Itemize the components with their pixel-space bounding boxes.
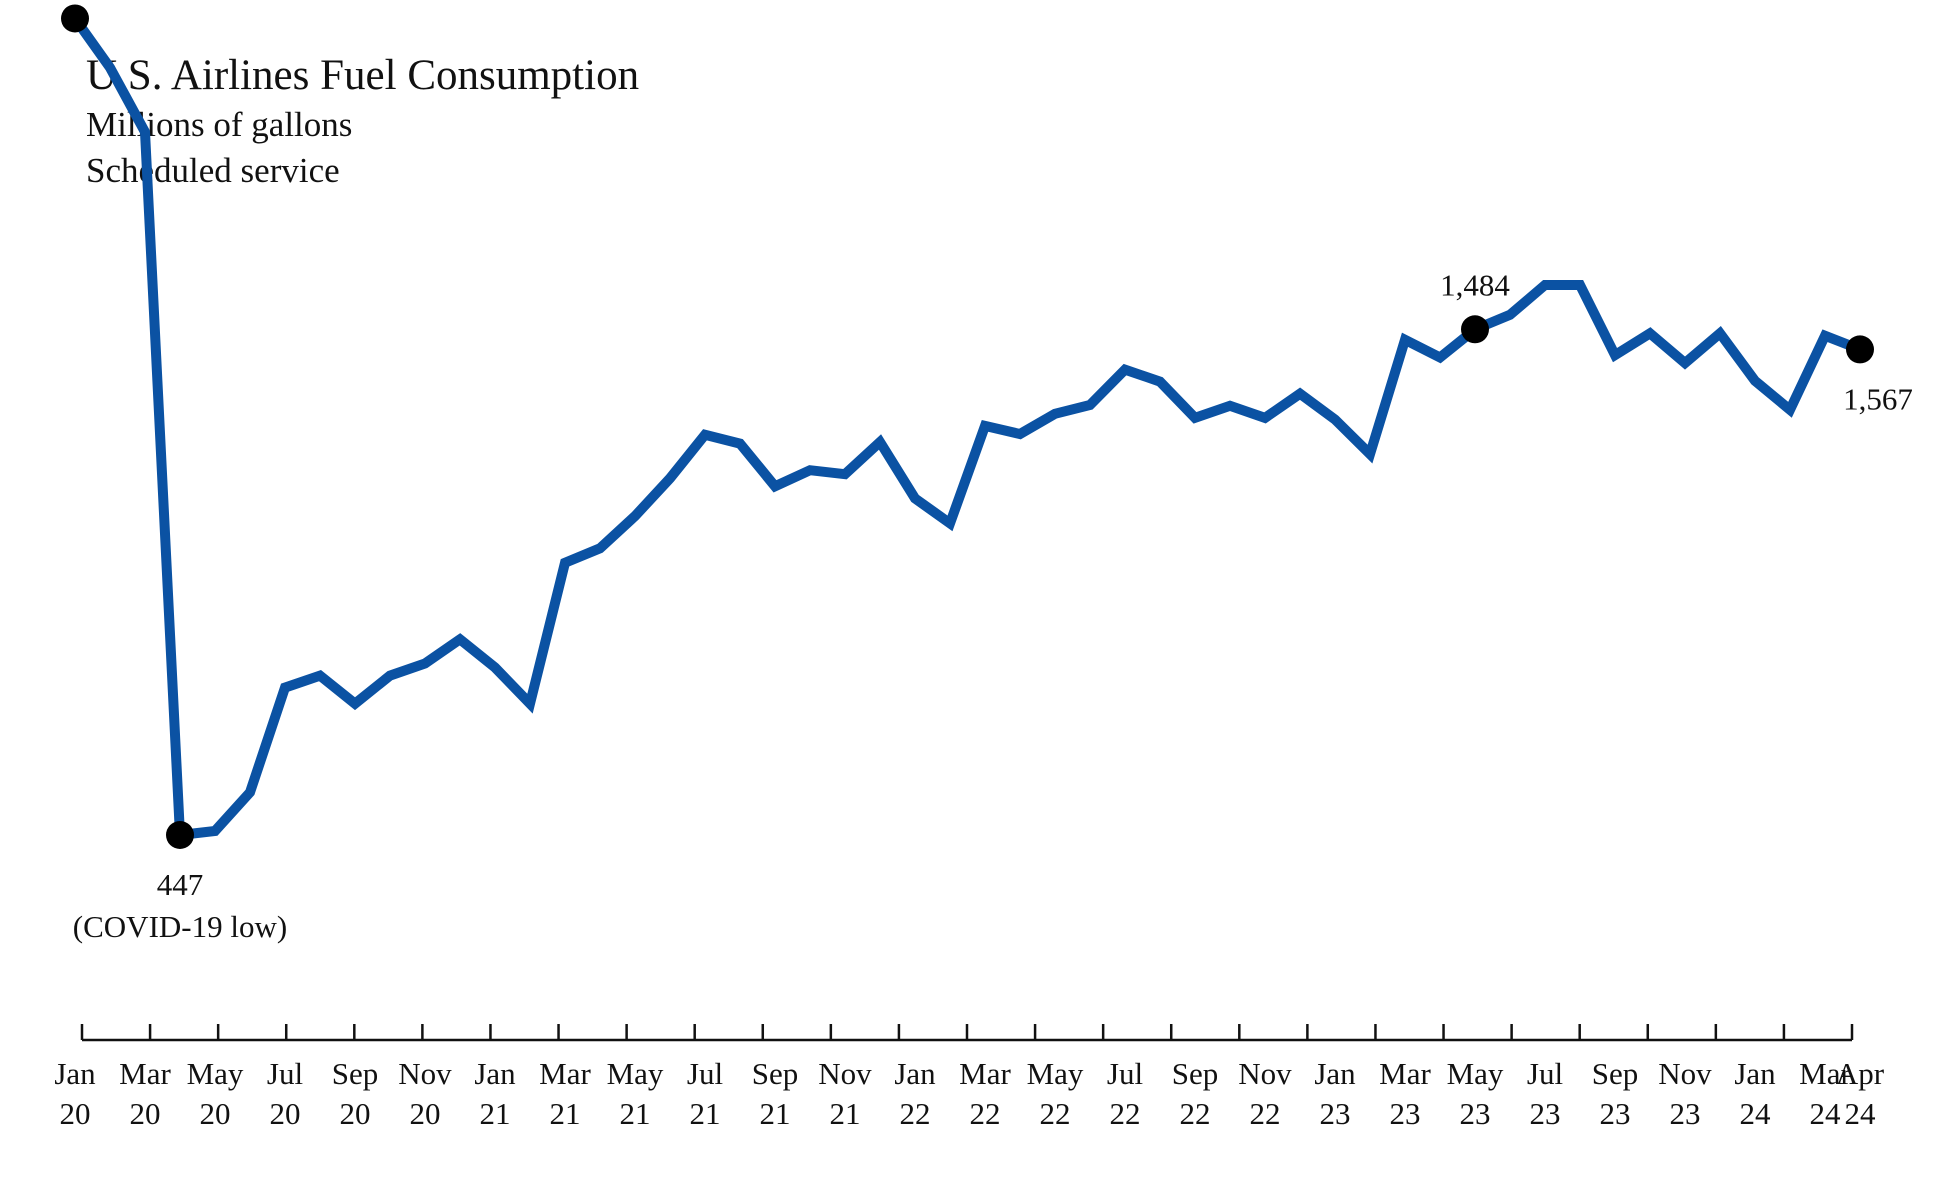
annotation-marker [1461, 315, 1489, 344]
x-tick-label-month: Jan [1314, 1056, 1356, 1091]
x-tick-label-year: 23 [1600, 1096, 1631, 1131]
x-tick-label-year: 23 [1320, 1096, 1351, 1131]
chart-title: U.S. Airlines Fuel Consumption [86, 52, 640, 99]
x-tick-label-month: Apr [1836, 1056, 1885, 1091]
x-tick-label-year: 22 [1110, 1096, 1141, 1131]
annotation-marker [166, 821, 194, 849]
x-axis: Jan 20 Mar 20 May 20 Jul 20 Sep 20 Nov 20 Jan 21 Mar 21… [54, 1024, 1885, 1131]
x-tick-label-year: 21 [620, 1096, 651, 1131]
x-tick-label-month: May [187, 1056, 244, 1091]
x-tick-label-year: 20 [60, 1096, 91, 1131]
x-tick-label-month: Jan [1734, 1056, 1776, 1091]
annotation-label: 447 [157, 867, 204, 902]
x-tick-label-year: 20 [200, 1096, 231, 1131]
x-tick-label-month: Nov [1658, 1056, 1712, 1091]
chart-titles: U.S. Airlines Fuel Consumption Millions … [86, 50, 639, 194]
x-tick-label-month: Nov [818, 1056, 872, 1091]
x-tick-label-month: May [1447, 1056, 1504, 1091]
x-tick-label-month: May [1027, 1056, 1084, 1091]
x-tick-label-month: Mar [539, 1056, 591, 1091]
annotation-markers [61, 4, 1874, 849]
x-tick-label-year: 23 [1530, 1096, 1561, 1131]
x-tick-label-month: Jan [474, 1056, 516, 1091]
x-tick-label-year: 23 [1670, 1096, 1701, 1131]
x-tick-label-month: Mar [1799, 1056, 1851, 1091]
x-tick-label-month: Mar [119, 1056, 171, 1091]
x-tick-label-year: 24 [1845, 1096, 1877, 1131]
x-tick-label-month: Jan [54, 1056, 96, 1091]
x-tick-label-year: 22 [1180, 1096, 1211, 1131]
x-tick-label-month: Sep [1592, 1056, 1639, 1091]
x-tick-label-month: Sep [332, 1056, 379, 1091]
x-tick-label-year: 24 [1810, 1096, 1842, 1131]
annotation-label: 1,484 [1440, 267, 1510, 302]
x-tick-label-month: Jul [267, 1056, 303, 1091]
annotation-label: 1,567 [1843, 381, 1913, 416]
x-tick-label-month: Jul [687, 1056, 723, 1091]
x-tick-label-month: Jan [894, 1056, 936, 1091]
x-tick-label-year: 20 [410, 1096, 441, 1131]
x-tick-label-year: 23 [1460, 1096, 1491, 1131]
annotation-label: (COVID-19 low) [73, 909, 287, 944]
x-tick-label-year: 21 [690, 1096, 721, 1131]
annotation-marker [61, 4, 89, 33]
x-tick-label-month: Sep [752, 1056, 799, 1091]
x-tick-label-year: 22 [900, 1096, 931, 1131]
x-tick-label-year: 20 [340, 1096, 371, 1131]
chart-subtitle-service: Scheduled service [86, 151, 340, 190]
x-tick-label-year: 20 [270, 1096, 301, 1131]
x-tick-label-year: 21 [830, 1096, 861, 1131]
x-tick-label-month: Mar [1379, 1056, 1431, 1091]
x-tick-label-year: 22 [970, 1096, 1001, 1131]
x-tick-label-month: Jul [1527, 1056, 1563, 1091]
x-tick-label-year: 21 [480, 1096, 511, 1131]
x-tick-label-year: 20 [130, 1096, 161, 1131]
x-tick-label-month: Sep [1172, 1056, 1219, 1091]
x-tick-label-year: 22 [1250, 1096, 1281, 1131]
x-tick-label-year: 24 [1740, 1096, 1772, 1131]
annotation-marker [1846, 335, 1874, 364]
series-line-group [70, 15, 1862, 841]
x-tick-label-year: 22 [1040, 1096, 1071, 1131]
series-line [70, 15, 1862, 841]
x-tick-label-month: Nov [1238, 1056, 1292, 1091]
x-tick-label-month: May [607, 1056, 664, 1091]
x-tick-label-month: Nov [398, 1056, 452, 1091]
x-tick-label-year: 23 [1390, 1096, 1421, 1131]
x-tick-label-year: 21 [550, 1096, 581, 1131]
x-tick-label-month: Mar [959, 1056, 1011, 1091]
x-tick-label-month: Jul [1107, 1056, 1143, 1091]
x-tick-label-year: 21 [760, 1096, 791, 1131]
